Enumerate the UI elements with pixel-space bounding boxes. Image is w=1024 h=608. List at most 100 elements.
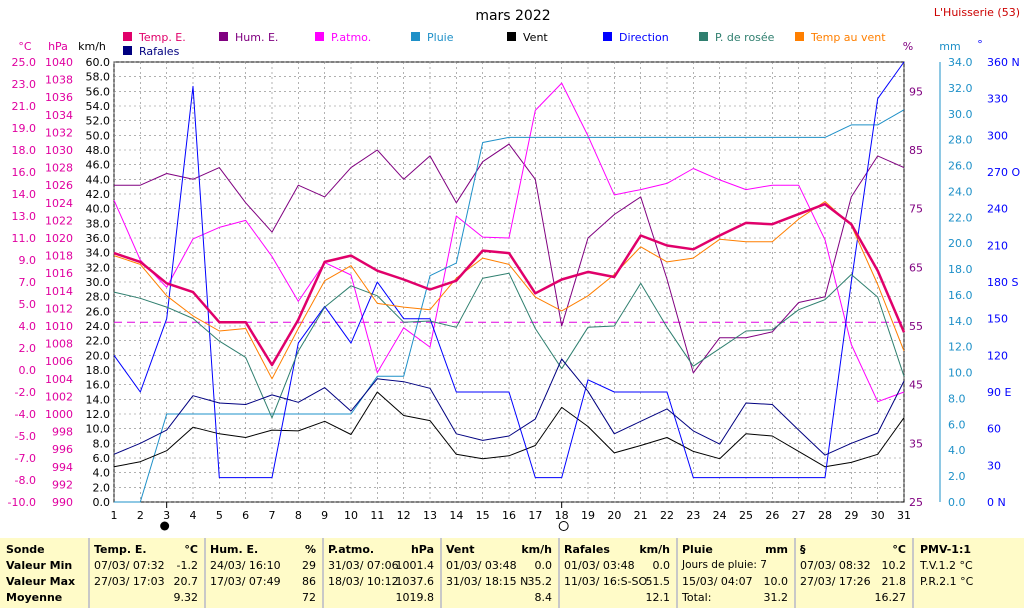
patmo-max: 1037.6 <box>395 575 435 588</box>
pct-tick-label: 55 <box>909 320 923 333</box>
mm-tick-label: 24.0 <box>948 185 973 198</box>
temp-header: Temp. E. <box>94 543 147 556</box>
mm-tick-label: 26.0 <box>948 160 973 173</box>
hum-max: 86 <box>302 575 316 588</box>
c-tick-label: 18.0 <box>12 144 37 157</box>
x-tick-label: 18 <box>555 509 569 522</box>
x-tick-label: 4 <box>190 509 197 522</box>
sun-max-date: 27/03/ 17:26 <box>800 575 871 588</box>
x-tick-label: 2 <box>137 509 144 522</box>
hpa-tick-label: 1006 <box>45 355 73 368</box>
c-tick-label: 14.0 <box>12 188 37 201</box>
hpa-tick-label: 1024 <box>45 197 73 210</box>
kmh-tick-label: 58.0 <box>86 71 111 84</box>
x-tick-label: 12 <box>397 509 411 522</box>
legend-swatch <box>219 32 228 41</box>
pmv-line-1: T.V.1.2 °C <box>920 559 973 572</box>
c-tick-label: -5.0 <box>15 430 36 443</box>
temp-min-date: 07/03/ 07:32 <box>94 559 165 572</box>
pluie-max: 10.0 <box>763 575 789 588</box>
kmh-tick-label: 10.0 <box>86 423 111 436</box>
deg-tick-label: 270 O <box>987 166 1020 179</box>
station-name: L'Huisserie (53) <box>934 6 1020 19</box>
pct-tick-label: 65 <box>909 261 923 274</box>
temp-min: -1.2 <box>176 559 198 572</box>
pct-tick-label: 75 <box>909 203 923 216</box>
pct-tick-label: 35 <box>909 437 923 450</box>
hpa-tick-label: 1000 <box>45 408 73 421</box>
stats-vent: Vent km/h 01/03/ 03:48 0.0 31/03/ 18:15 … <box>442 538 560 608</box>
kmh-tick-label: 48.0 <box>86 144 111 157</box>
stats-hum: Hum. E. % 24/03/ 16:10 29 17/03/ 07:49 8… <box>206 538 324 608</box>
label-max: Valeur Max <box>6 575 76 588</box>
kmh-tick-label: 36.0 <box>86 232 111 245</box>
rafales-min-date: 01/03/ 03:48 <box>564 559 635 572</box>
hum-avg: 72 <box>302 591 316 604</box>
stats-pluie: Pluie mm Jours de pluie: 7 15/03/ 04:07 … <box>678 538 796 608</box>
mm-tick-label: 18.0 <box>948 263 973 276</box>
kmh-tick-label: 34.0 <box>86 247 111 260</box>
rafales-unit: km/h <box>639 543 670 556</box>
kmh-tick-label: 54.0 <box>86 100 111 113</box>
vent-min-date: 01/03/ 03:48 <box>446 559 517 572</box>
x-tick-label: 30 <box>871 509 885 522</box>
mm-tick-label: 6.0 <box>948 418 966 431</box>
pluie-max-date: 15/03/ 04:07 <box>682 575 753 588</box>
sun-min: 10.2 <box>881 559 907 572</box>
x-tick-label: 14 <box>449 509 463 522</box>
mm-tick-label: 2.0 <box>948 470 966 483</box>
series-line <box>113 201 905 380</box>
legend-label: Pluie <box>427 31 454 44</box>
kmh-tick-label: 42.0 <box>86 188 111 201</box>
series-line <box>113 61 905 479</box>
axis-ticks: 25.023.021.019.018.016.014.013.011.09.07… <box>8 56 1021 522</box>
sun-avg: 16.27 <box>874 591 907 604</box>
kmh-tick-label: 6.0 <box>93 452 111 465</box>
hpa-axis-unit: hPa <box>48 40 68 53</box>
x-tick-label: 29 <box>844 509 858 522</box>
hpa-tick-label: 1038 <box>45 74 73 87</box>
c-tick-label: 19.0 <box>12 122 37 135</box>
vent-unit: km/h <box>521 543 552 556</box>
x-tick-label: 15 <box>476 509 490 522</box>
vent-max-date: 31/03/ 18:15 N <box>446 575 529 588</box>
kmh-tick-label: 0.0 <box>93 496 111 509</box>
vent-header: Vent <box>446 543 475 556</box>
label-min: Valeur Min <box>6 559 73 572</box>
hpa-tick-label: 1026 <box>45 179 73 192</box>
kmh-tick-label: 16.0 <box>86 379 111 392</box>
stats-rafales: Rafales km/h 01/03/ 03:48 0.0 11/03/ 16:… <box>560 538 678 608</box>
kmh-tick-label: 26.0 <box>86 305 111 318</box>
mm-tick-label: 22.0 <box>948 211 973 224</box>
rafales-max-date: 11/03/ 16:S-SO <box>564 575 648 588</box>
hpa-tick-label: 1002 <box>45 390 73 403</box>
patmo-min-date: 31/03/ 07:06 <box>328 559 399 572</box>
legend-label: P. de rosée <box>715 31 775 44</box>
series-line <box>114 143 905 374</box>
series-line <box>113 82 905 403</box>
x-tick-label: 23 <box>686 509 700 522</box>
kmh-tick-label: 52.0 <box>86 115 111 128</box>
legend-label: Temp au vent <box>810 31 886 44</box>
legend-swatch <box>411 32 420 41</box>
deg-tick-label: 0 N <box>987 496 1006 509</box>
legend-swatch <box>123 32 132 41</box>
c-tick-label: 16.0 <box>12 166 37 179</box>
kmh-tick-label: 56.0 <box>86 85 111 98</box>
pct-tick-label: 25 <box>909 496 923 509</box>
mm-tick-label: 14.0 <box>948 315 973 328</box>
mm-tick-label: 8.0 <box>948 392 966 405</box>
weather-chart: mars 2022 L'Huisserie (53) Temp. E. Hum. … <box>8 6 1021 531</box>
hpa-tick-label: 1020 <box>45 232 73 245</box>
legend-swatch <box>699 32 708 41</box>
vent-avg: 8.4 <box>534 591 553 604</box>
hpa-tick-label: 1032 <box>45 126 73 139</box>
c-tick-label: 11.0 <box>12 232 37 245</box>
kmh-tick-label: 12.0 <box>86 408 111 421</box>
pluie-header: Pluie <box>682 543 713 556</box>
hpa-tick-label: 998 <box>52 426 73 439</box>
hpa-tick-label: 1004 <box>45 373 73 386</box>
stats-pmv: PMV-1:1 T.V.1.2 °C P.R.2.1 °C <box>914 538 1024 608</box>
x-tick-label: 8 <box>295 509 302 522</box>
full-moon-icon <box>558 521 569 531</box>
